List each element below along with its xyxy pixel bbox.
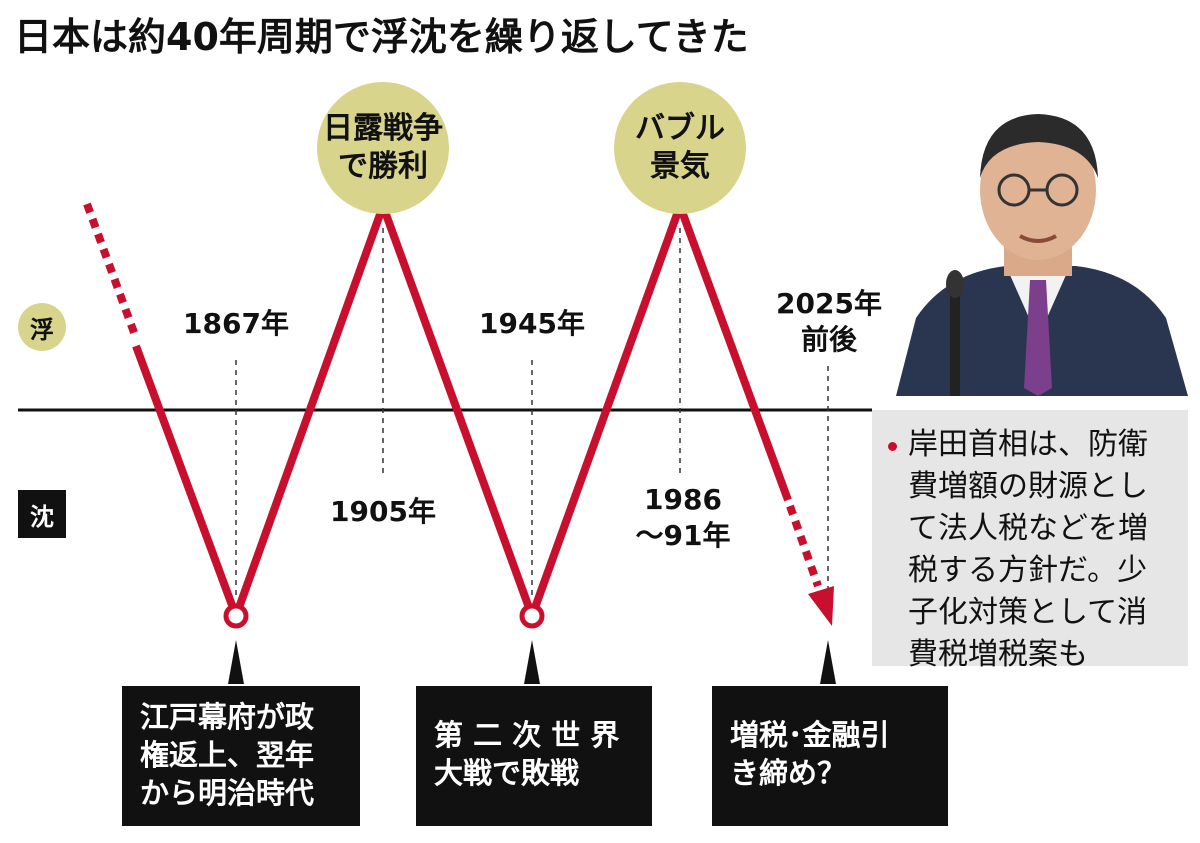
- event-text-meiji: 江戸幕府が政 権返上、翌年 から明治時代: [140, 700, 315, 810]
- year-1945: 1945年: [479, 307, 585, 340]
- event-text-ww2: 第 二 次 世 界 大戦で敗戦: [434, 718, 620, 790]
- trough-marker-1945: [519, 603, 545, 629]
- year-1986-91: 1986 ～91年: [635, 483, 731, 552]
- prime-minister-photo: [886, 98, 1188, 396]
- pointer-3: [820, 640, 836, 684]
- arrow-head: [808, 586, 834, 626]
- trough-marker-1867: [223, 603, 249, 629]
- peak-label-1: 日露戦争 で勝利: [323, 111, 443, 184]
- year-2025: 2025年 前後: [776, 287, 882, 356]
- peak-label-2: バブル 景気: [635, 111, 725, 184]
- year-1905: 1905年: [330, 495, 436, 528]
- event-box-tax: 増税･金融引 き締め？: [712, 686, 948, 826]
- event-box-ww2: 第 二 次 世 界 大戦で敗戦: [416, 686, 652, 826]
- pointer-1: [228, 640, 244, 684]
- peak-bubble-bubble-economy: バブル 景気: [614, 82, 746, 214]
- event-box-meiji: 江戸幕府が政 権返上、翌年 から明治時代: [122, 686, 360, 826]
- cycle-line-dashed-start: [83, 202, 140, 340]
- float-label: 浮: [18, 303, 66, 351]
- note-box: 岸田首相は、防衛 費増額の財源とし て法人税などを増 税する方針だ。少 子化対策…: [872, 410, 1188, 672]
- bullet-icon: [888, 442, 897, 451]
- sink-label: 沈: [18, 490, 66, 538]
- cycle-line-dashed-end: [786, 504, 822, 588]
- year-1867: 1867年: [183, 307, 289, 340]
- event-text-tax: 増税･金融引 き締め？: [730, 718, 890, 790]
- pointer-2: [524, 640, 540, 684]
- cycle-line: [132, 194, 792, 628]
- page-title: 日本は約40年周期で浮沈を繰り返してきた: [14, 15, 749, 59]
- peak-bubble-russo-japanese-war: 日露戦争 で勝利: [317, 82, 449, 214]
- note-text: 岸田首相は、防衛 費増額の財源とし て法人税などを増 税する方針だ。少 子化対策…: [908, 427, 1148, 672]
